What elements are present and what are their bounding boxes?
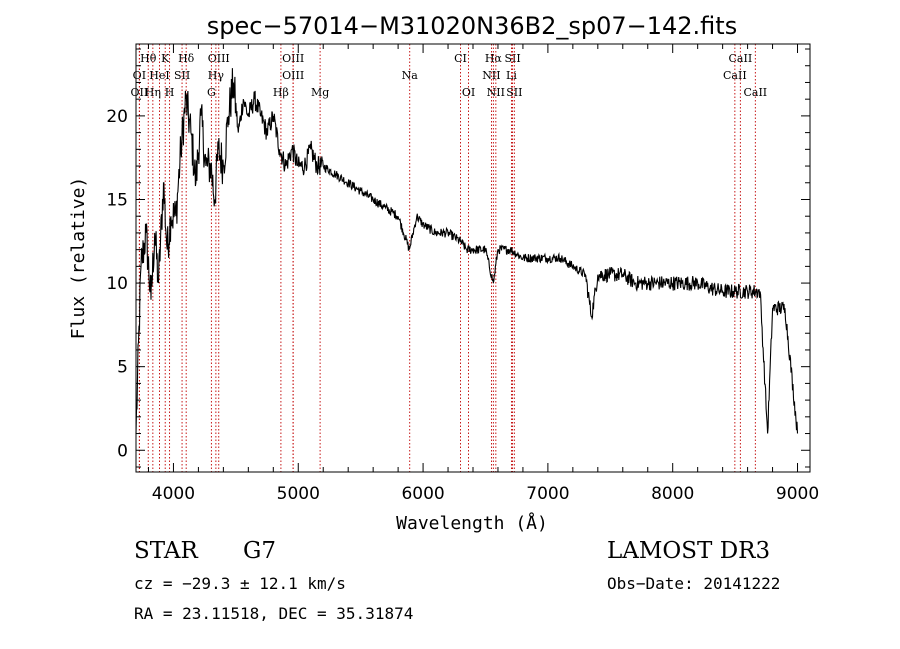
spectral-line-label: Hα	[485, 52, 503, 65]
spectral-line-label: CI	[454, 52, 467, 65]
spectral-line-label: OIII	[208, 52, 230, 65]
y-tick-label: 10	[106, 274, 128, 294]
spectral-line-label: NII	[482, 69, 500, 82]
spectral-line-label: Hδ	[178, 52, 195, 65]
survey-name: LAMOST DR3	[607, 538, 771, 564]
spectral-line-label: Mg	[311, 86, 329, 99]
spectral-line-label: OII	[131, 86, 149, 99]
spectral-line-label: G	[207, 86, 216, 99]
spectrum-line	[135, 68, 799, 434]
object-subclass: G7	[243, 538, 277, 564]
spectral-line-label: OIII	[282, 69, 304, 82]
spectral-line-label: CaII	[723, 69, 747, 82]
spectral-line-label: SII	[506, 86, 522, 99]
x-tick-label: 5000	[277, 484, 320, 504]
y-axis: 0 5 10 15 20	[106, 48, 810, 468]
x-axis-label: Wavelength (Å)	[396, 512, 548, 534]
x-tick-label: 8000	[651, 484, 694, 504]
plot-frame	[135, 43, 811, 473]
spectral-line-label: Na	[402, 69, 419, 82]
y-tick-label: 15	[106, 190, 128, 210]
spectral-line-label: Hβ	[273, 86, 289, 99]
y-tick-label: 0	[117, 441, 128, 461]
spectral-line-label: OI	[462, 86, 475, 99]
coordinates: RA = 23.11518, DEC = 35.31874	[134, 604, 414, 623]
x-tick-label: 7000	[526, 484, 569, 504]
spectral-line-label: SII	[504, 52, 520, 65]
object-class: STAR	[134, 538, 198, 564]
x-axis: 4000 5000 6000 7000 8000 9000	[147, 44, 819, 504]
spectral-line-label: K	[161, 52, 170, 65]
chart-title: spec−57014−M31020N36B2_sp07−142.fits	[207, 12, 737, 40]
spectral-line-label: HeI	[149, 69, 169, 82]
y-axis-label: Flux (relative)	[68, 177, 89, 340]
spectral-line-label: CaII	[743, 86, 767, 99]
spectral-line-label: Li	[506, 69, 517, 82]
x-tick-label: 4000	[152, 484, 195, 504]
y-tick-label: 20	[106, 107, 128, 127]
spectral-line-label: SII	[174, 69, 190, 82]
spectral-line-label: NII	[487, 86, 505, 99]
spectral-line-label: CaII	[729, 52, 753, 65]
spectral-line-label: Hθ	[140, 52, 157, 65]
spectrum-chart: spec−57014−M31020N36B2_sp07−142.fits Hθ K…	[68, 12, 819, 534]
y-tick-label: 5	[117, 358, 128, 378]
spectral-line-label: H	[165, 86, 175, 99]
spectral-line-label: Hη	[145, 86, 161, 99]
redshift-velocity: cz = −29.3 ± 12.1 km/s	[134, 574, 346, 593]
spectral-line-label: Hγ	[208, 69, 225, 82]
observation-date: Obs−Date: 20141222	[607, 574, 781, 593]
x-tick-label: 9000	[776, 484, 819, 504]
x-tick-label: 6000	[401, 484, 444, 504]
